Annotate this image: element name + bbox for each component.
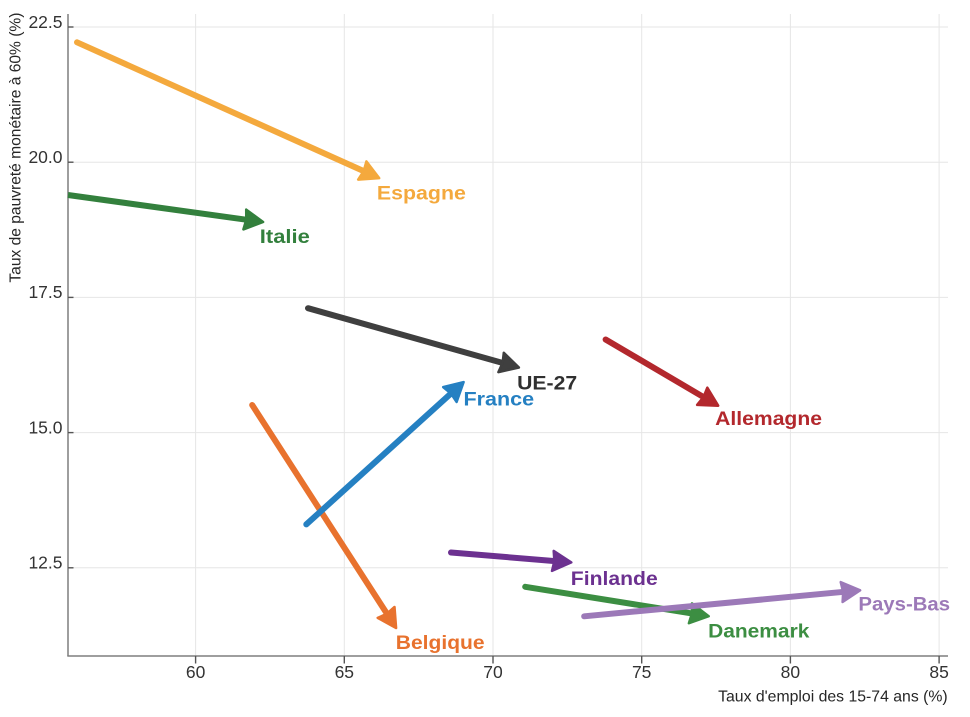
svg-text:75: 75 (632, 662, 651, 682)
svg-text:80: 80 (781, 662, 801, 682)
svg-text:Italie: Italie (260, 226, 310, 248)
svg-text:Taux d'emploi des 15-74 ans (%: Taux d'emploi des 15-74 ans (%) (718, 688, 948, 705)
svg-text:Allemagne: Allemagne (715, 408, 822, 430)
svg-text:70: 70 (483, 662, 503, 682)
svg-text:Finlande: Finlande (571, 568, 658, 590)
svg-text:Danemark: Danemark (708, 620, 809, 642)
svg-text:65: 65 (335, 662, 354, 682)
svg-text:17.5: 17.5 (28, 282, 62, 302)
svg-text:60: 60 (186, 662, 206, 682)
svg-text:12.5: 12.5 (28, 553, 62, 573)
svg-text:UE-27: UE-27 (517, 373, 577, 395)
svg-text:Taux de pauvreté monétaire à 6: Taux de pauvreté monétaire à 60% (%) (8, 13, 25, 283)
svg-text:15.0: 15.0 (28, 417, 62, 437)
svg-text:Espagne: Espagne (377, 183, 466, 205)
svg-text:Pays-Bas: Pays-Bas (858, 593, 950, 615)
svg-text:20.0: 20.0 (28, 147, 62, 167)
svg-text:85: 85 (929, 662, 948, 682)
svg-text:22.5: 22.5 (28, 12, 62, 32)
svg-text:France: France (464, 389, 535, 411)
svg-text:Belgique: Belgique (396, 632, 485, 654)
